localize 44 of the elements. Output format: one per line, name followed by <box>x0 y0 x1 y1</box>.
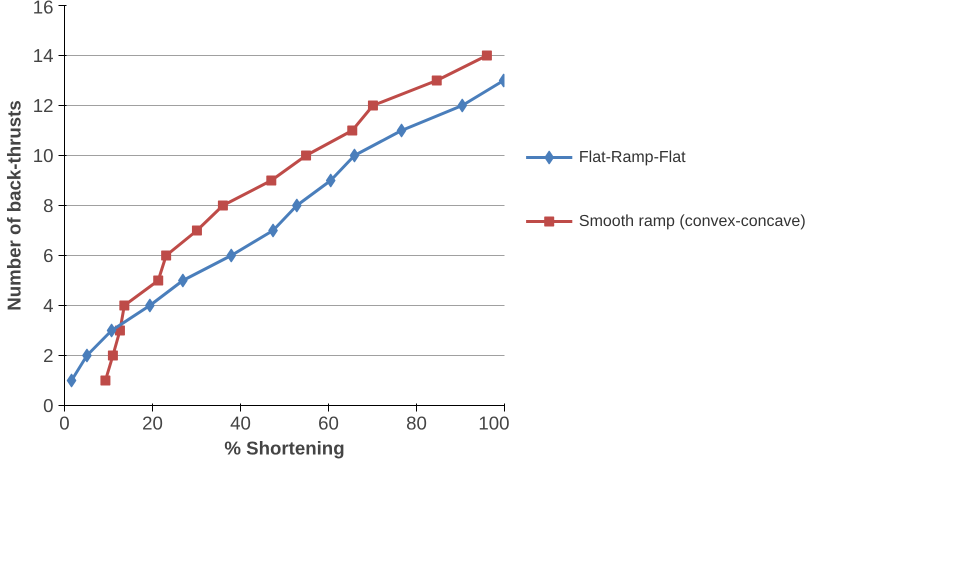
point <box>326 174 336 188</box>
point <box>66 374 76 388</box>
point <box>268 224 278 238</box>
x-tick-label: 20 <box>142 412 163 434</box>
point <box>432 76 442 86</box>
point <box>347 126 358 136</box>
y-tick-label: 0 <box>43 395 54 416</box>
point <box>82 348 92 362</box>
y-tick-label: 6 <box>43 245 54 266</box>
y-tick-label: 12 <box>32 95 54 116</box>
y-tick-label: 10 <box>32 145 54 166</box>
point <box>292 198 302 212</box>
point <box>350 148 360 162</box>
y-tick-label: 2 <box>43 345 54 366</box>
x-tick-label: 60 <box>318 412 339 434</box>
point <box>100 376 110 386</box>
x-tick-label: 0 <box>59 412 70 434</box>
x-tick-label: 80 <box>406 412 427 434</box>
point <box>145 298 155 312</box>
point <box>119 300 130 310</box>
point <box>396 124 406 138</box>
point <box>161 250 172 260</box>
legend-label: Smooth ramp (convex-concave) <box>578 213 806 230</box>
point <box>226 248 236 262</box>
point <box>457 98 468 112</box>
y-tick-label: 14 <box>32 45 54 66</box>
point <box>178 274 188 288</box>
point <box>153 276 164 286</box>
point <box>482 50 492 60</box>
y-axis-title: Number of back-thrusts <box>4 100 25 311</box>
point <box>106 324 116 338</box>
point <box>301 150 312 160</box>
y-tick-label: 16 <box>32 0 54 18</box>
legend-label: Flat-Ramp-Flat <box>578 149 686 166</box>
y-tick-label: 4 <box>43 295 54 316</box>
y-tick-label: 8 <box>43 195 54 216</box>
x-axis-title: % Shortening <box>224 438 345 458</box>
point <box>368 100 378 110</box>
point <box>218 200 228 210</box>
point <box>192 226 202 236</box>
x-tick-label: 100 <box>478 412 510 434</box>
point <box>108 350 118 360</box>
x-tick-label: 40 <box>230 412 251 434</box>
point <box>266 176 276 186</box>
